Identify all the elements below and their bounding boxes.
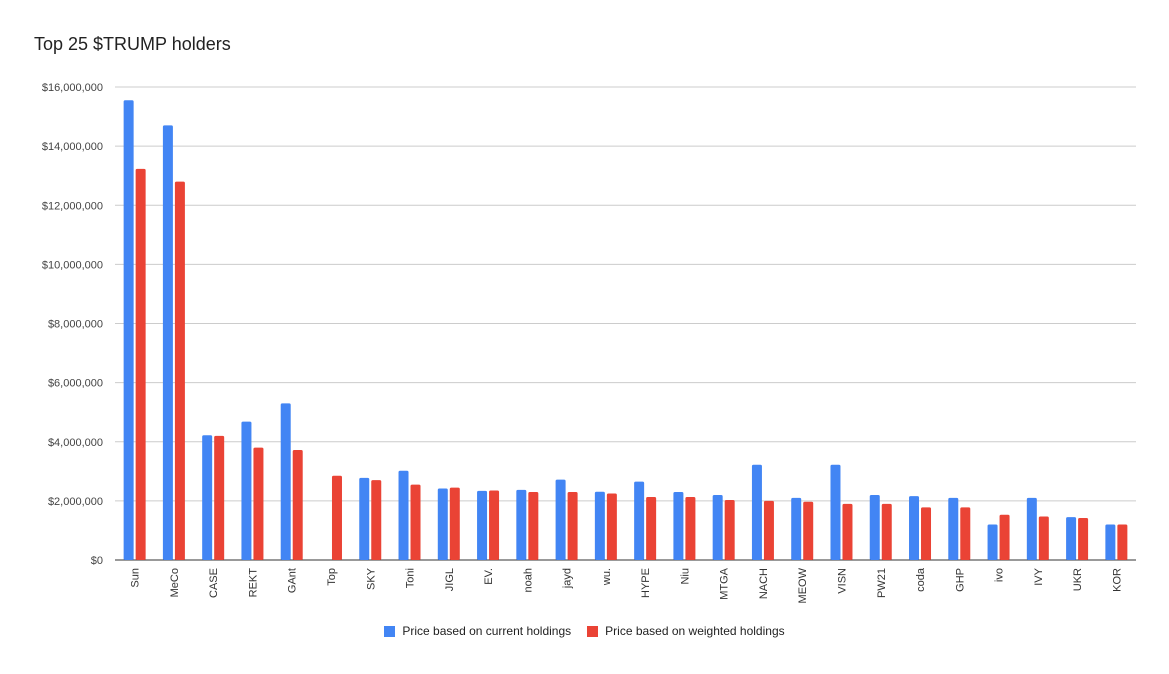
x-tick-label: noah bbox=[522, 568, 534, 592]
y-tick-label: $10,000,000 bbox=[42, 259, 103, 271]
bar-weighted-holdings bbox=[763, 500, 774, 560]
bar-weighted-holdings bbox=[567, 492, 578, 560]
y-tick-label: $4,000,000 bbox=[48, 437, 103, 449]
chart-title: Top 25 $TRUMP holders bbox=[34, 34, 231, 54]
x-tick-label: JIGL bbox=[444, 568, 456, 591]
x-tick-label: MTGA bbox=[719, 567, 731, 599]
bar-current-holdings bbox=[987, 524, 998, 560]
x-tick-label: IVY bbox=[1033, 567, 1045, 585]
bar-weighted-holdings bbox=[292, 450, 303, 560]
bar-weighted-holdings bbox=[410, 484, 421, 560]
x-tick-label: KOR bbox=[1111, 568, 1123, 592]
bar-weighted-holdings bbox=[1117, 524, 1128, 560]
bar-weighted-holdings bbox=[214, 435, 225, 560]
x-tick-label: coda bbox=[915, 567, 927, 592]
x-tick-label: Sun bbox=[130, 568, 142, 588]
x-tick-label: PW21 bbox=[876, 568, 888, 598]
x-tick-label: HYPE bbox=[640, 568, 652, 598]
bar-weighted-holdings bbox=[724, 499, 735, 560]
legend-label-weighted: Price based on weighted holdings bbox=[605, 624, 785, 638]
x-tick-label: Top bbox=[326, 568, 338, 586]
bar-current-holdings bbox=[751, 464, 762, 560]
bar-weighted-holdings bbox=[842, 503, 853, 560]
bar-weighted-holdings bbox=[803, 501, 814, 560]
x-tick-label: CASE bbox=[208, 568, 220, 598]
bar-current-holdings bbox=[869, 494, 880, 560]
bar-weighted-holdings bbox=[489, 490, 500, 560]
bar-current-holdings bbox=[634, 481, 645, 560]
bar-current-holdings bbox=[162, 125, 173, 561]
y-tick-label: $12,000,000 bbox=[42, 200, 103, 212]
y-tick-label: $6,000,000 bbox=[48, 378, 103, 390]
bar-current-holdings bbox=[123, 100, 134, 560]
bar-weighted-holdings bbox=[960, 507, 971, 560]
x-tick-label: MEOW bbox=[797, 567, 809, 603]
bar-current-holdings bbox=[830, 464, 841, 560]
bar-current-holdings bbox=[594, 491, 605, 560]
x-tick-label: VISN bbox=[836, 568, 848, 594]
x-tick-label: GAnt bbox=[287, 568, 299, 593]
bar-weighted-holdings bbox=[921, 507, 932, 560]
y-tick-label: $14,000,000 bbox=[42, 141, 103, 153]
bar-weighted-holdings bbox=[1038, 516, 1049, 560]
bar-weighted-holdings bbox=[999, 514, 1010, 560]
bar-weighted-holdings bbox=[881, 503, 892, 560]
bar-current-holdings bbox=[909, 496, 920, 560]
bar-current-holdings bbox=[359, 477, 370, 560]
bar-current-holdings bbox=[1066, 517, 1077, 560]
y-tick-label: $0 bbox=[91, 555, 103, 567]
bar-current-holdings bbox=[241, 421, 252, 560]
bar-current-holdings bbox=[516, 489, 527, 560]
bar-current-holdings bbox=[477, 490, 488, 560]
x-tick-label: ivo bbox=[994, 568, 1006, 582]
bar-weighted-holdings bbox=[174, 181, 185, 560]
x-tick-label: Niu bbox=[679, 568, 691, 585]
bar-current-holdings bbox=[948, 497, 959, 560]
x-tick-label: jayd bbox=[562, 568, 574, 589]
x-tick-label: Toni bbox=[405, 568, 417, 588]
bar-weighted-holdings bbox=[528, 492, 539, 560]
bar-weighted-holdings bbox=[685, 497, 696, 560]
bar-weighted-holdings bbox=[1078, 518, 1089, 560]
bar-current-holdings bbox=[1105, 524, 1116, 560]
bar-current-holdings bbox=[712, 494, 723, 560]
x-tick-label: NACH bbox=[758, 568, 770, 599]
x-tick-label: wu. bbox=[601, 568, 613, 586]
bar-weighted-holdings bbox=[331, 475, 342, 560]
legend-swatch-current bbox=[384, 625, 396, 637]
x-tick-label: SKY bbox=[365, 567, 377, 590]
bar-current-holdings bbox=[791, 497, 802, 560]
y-tick-label: $2,000,000 bbox=[48, 496, 103, 508]
bar-weighted-holdings bbox=[606, 493, 617, 560]
y-tick-label: $8,000,000 bbox=[48, 319, 103, 331]
x-tick-label: MeCo bbox=[169, 568, 181, 597]
legend-item-weighted: Price based on weighted holdings bbox=[587, 624, 785, 638]
bar-current-holdings bbox=[398, 470, 409, 560]
bar-current-holdings bbox=[1026, 497, 1037, 560]
bar-current-holdings bbox=[555, 479, 566, 560]
bar-weighted-holdings bbox=[449, 487, 460, 560]
legend-label-current: Price based on current holdings bbox=[402, 624, 572, 638]
bar-weighted-holdings bbox=[253, 447, 264, 560]
bar-current-holdings bbox=[673, 492, 684, 560]
y-tick-label: $16,000,000 bbox=[42, 82, 103, 94]
bar-current-holdings bbox=[437, 488, 448, 560]
x-tick-label: UKR bbox=[1072, 568, 1084, 591]
x-tick-label: GHP bbox=[954, 568, 966, 592]
x-tick-label: REKT bbox=[247, 568, 259, 598]
bar-weighted-holdings bbox=[135, 168, 146, 560]
x-tick-label: EV. bbox=[483, 568, 495, 585]
chart-legend: Price based on current holdings Price ba… bbox=[0, 624, 1169, 638]
legend-item-current: Price based on current holdings bbox=[384, 624, 571, 638]
bar-current-holdings bbox=[202, 435, 213, 560]
bar-weighted-holdings bbox=[371, 480, 382, 560]
bar-weighted-holdings bbox=[646, 497, 657, 560]
bar-current-holdings bbox=[280, 403, 291, 560]
legend-swatch-weighted bbox=[587, 625, 599, 637]
